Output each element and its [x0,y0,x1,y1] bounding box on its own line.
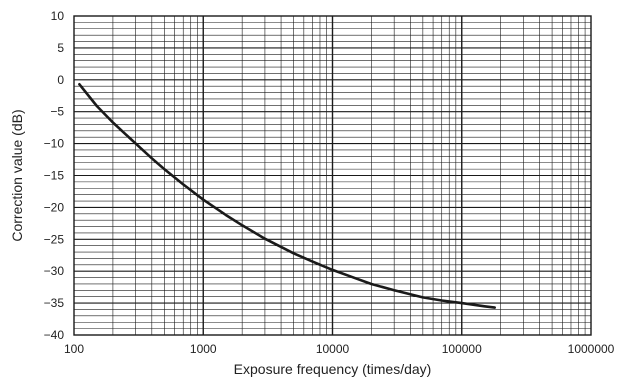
y-tick-label: −30 [44,264,65,278]
x-tick-label: 1000 [190,342,217,356]
x-tick-label: 100 [64,342,84,356]
tick-labels: 100 1000 10000 100000 1000000 10 5 0 −5 −10 −15 −20… [44,9,615,356]
x-axis-title: Exposure frequency (times/day) [234,361,432,377]
plot-frame [73,15,592,336]
y-tick-label: −20 [44,200,65,214]
series-line [78,83,497,309]
y-tick-label: −25 [44,232,65,246]
y-tick-label: −40 [44,328,65,342]
x-tick-label: 1000000 [568,342,615,356]
y-tick-label: −15 [44,169,65,183]
y-tick-label: −35 [44,296,65,310]
y-tick-label: −10 [44,137,65,151]
y-tick-label: 5 [57,41,64,55]
y-tick-label: 0 [57,73,64,87]
data-layer [78,83,497,309]
y-tick-label: −5 [50,105,64,119]
y-tick-label: 10 [51,9,65,23]
x-tick-label: 10000 [316,342,350,356]
y-axis-title: Correction value (dB) [9,109,25,241]
x-tick-label: 100000 [442,342,482,356]
